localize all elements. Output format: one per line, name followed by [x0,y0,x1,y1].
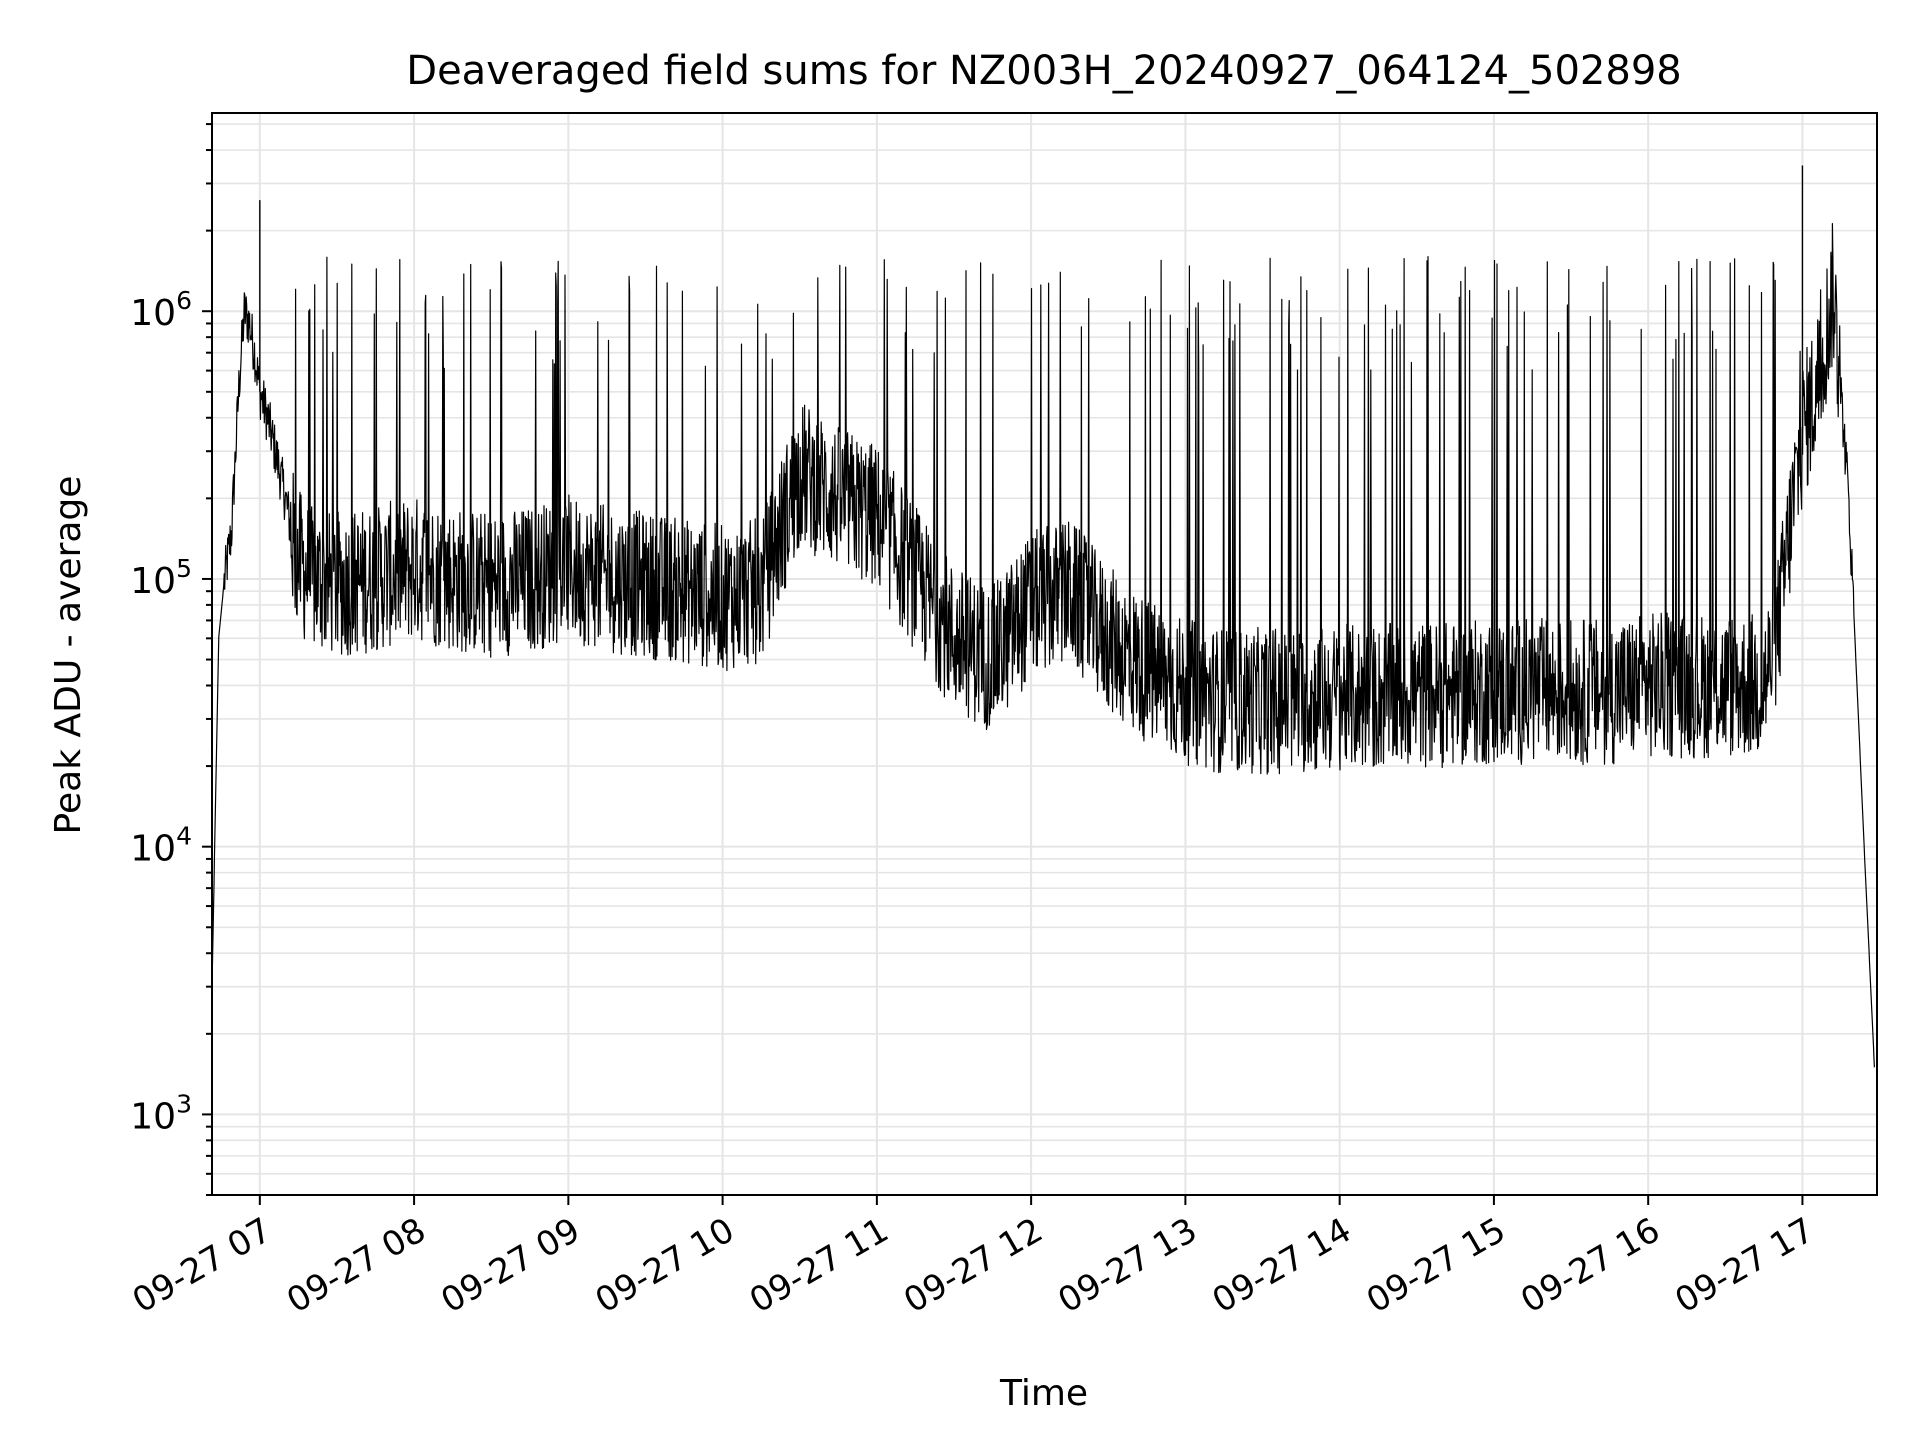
x-tick-label: 09-27 09 [434,1210,586,1321]
x-tick-label: 09-27 13 [1051,1210,1203,1321]
series-line [212,223,1875,1068]
x-tick-label: 09-27 14 [1206,1210,1358,1321]
y-tick-label: 105 [130,554,192,602]
x-tick-label: 09-27 17 [1669,1210,1821,1321]
y-tick-label: 106 [130,286,192,334]
data-series [212,165,1875,1068]
x-axis-label: Time [999,1373,1088,1414]
x-tick-label: 09-27 08 [280,1210,432,1321]
y-tick-label: 103 [130,1089,192,1137]
chart-title: Deaveraged field sums for NZ003H_2024092… [406,48,1681,94]
x-tick-label: 09-27 11 [743,1210,895,1321]
plot-frame [211,112,1878,1196]
x-tick-label: 09-27 10 [589,1210,741,1321]
grid-lines [212,113,1877,1196]
x-tick-label: 09-27 15 [1360,1210,1512,1321]
x-tick-label: 09-27 07 [126,1210,278,1321]
x-tick-label: 09-27 12 [897,1210,1049,1321]
y-tick-label: 104 [130,822,192,870]
x-tick-label: 09-27 16 [1514,1210,1666,1321]
y-axis-label: Peak ADU - average [48,476,89,835]
